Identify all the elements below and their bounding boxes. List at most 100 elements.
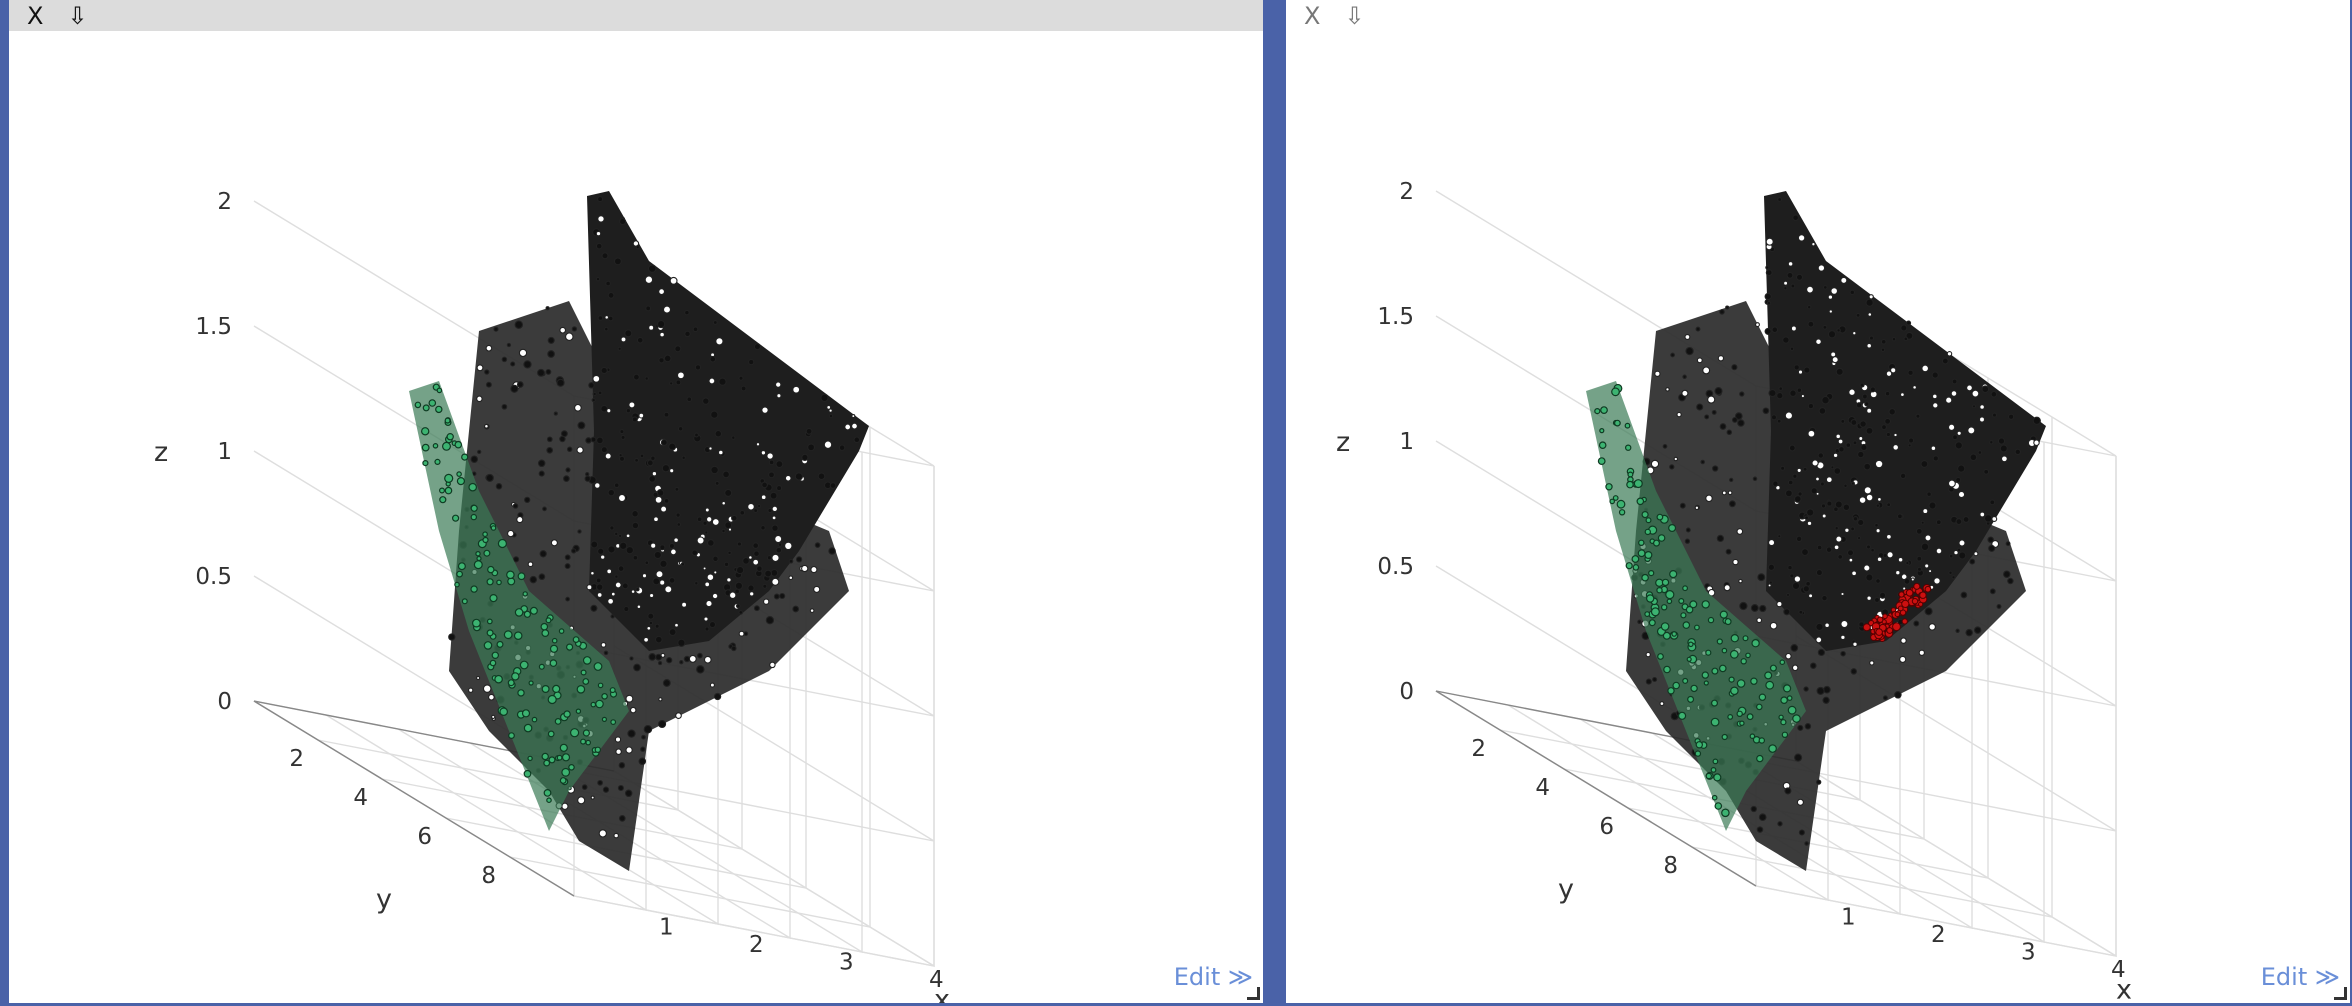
data-point xyxy=(454,440,463,449)
data-point xyxy=(513,631,523,641)
data-point xyxy=(1821,513,1827,519)
scatter3d-plot[interactable]: 0 0.5 1 1.5 2 2 4 6 8 1 2 3 4 z y x xyxy=(1286,31,2350,1003)
data-point xyxy=(1758,693,1767,701)
y-tick-label: 4 xyxy=(353,785,368,811)
data-point xyxy=(1795,535,1803,543)
data-point xyxy=(1779,659,1786,666)
data-point xyxy=(748,358,755,366)
data-point xyxy=(641,573,648,579)
data-point xyxy=(1758,737,1765,744)
data-point xyxy=(1790,325,1797,332)
data-point xyxy=(1768,389,1777,398)
data-point xyxy=(1900,637,1907,644)
data-point xyxy=(482,536,489,544)
data-point xyxy=(1638,539,1645,546)
data-point xyxy=(794,472,804,481)
data-point xyxy=(691,549,699,557)
data-point xyxy=(1650,459,1660,469)
data-point xyxy=(677,638,686,647)
close-button[interactable]: X xyxy=(1304,1,1321,30)
data-point xyxy=(444,473,454,483)
data-point xyxy=(585,437,592,444)
data-point xyxy=(643,636,650,643)
data-point xyxy=(1922,508,1929,515)
data-point xyxy=(565,332,574,341)
data-point xyxy=(658,719,667,729)
edit-link[interactable]: Edit ≫ xyxy=(1173,963,1253,991)
data-point xyxy=(1632,564,1640,571)
data-point xyxy=(1711,699,1719,707)
data-point xyxy=(1788,444,1796,452)
data-point xyxy=(561,753,571,762)
data-point xyxy=(1874,597,1880,603)
data-point xyxy=(1764,327,1772,335)
data-point xyxy=(694,364,702,371)
data-point xyxy=(1862,623,1871,632)
data-point xyxy=(1971,389,1980,398)
data-point xyxy=(1756,617,1763,624)
data-point xyxy=(1791,581,1801,591)
data-point xyxy=(1682,585,1689,592)
data-point xyxy=(599,554,606,560)
data-point xyxy=(696,516,703,523)
data-point xyxy=(723,561,730,568)
point-cloud-dark xyxy=(1626,191,2046,871)
download-icon[interactable]: ⇩ xyxy=(67,1,88,30)
data-point xyxy=(614,574,619,579)
data-point xyxy=(565,643,574,651)
data-point xyxy=(1918,601,1924,607)
close-button[interactable]: X xyxy=(27,1,44,30)
data-point xyxy=(613,482,620,489)
data-point xyxy=(1897,605,1904,612)
data-point xyxy=(1656,513,1664,521)
data-point xyxy=(669,468,675,474)
data-point xyxy=(1865,493,1874,502)
data-point xyxy=(663,354,672,363)
resize-grip[interactable] xyxy=(1247,987,1260,1000)
data-point xyxy=(617,346,622,351)
data-point xyxy=(1644,611,1651,617)
data-point xyxy=(1815,636,1823,644)
data-point xyxy=(485,344,493,352)
data-point xyxy=(1729,649,1739,659)
edit-link[interactable]: Edit ≫ xyxy=(2260,963,2340,991)
data-point xyxy=(1905,560,1910,566)
data-point xyxy=(1678,711,1687,720)
data-point xyxy=(1746,713,1754,721)
data-point xyxy=(559,326,567,334)
data-point xyxy=(1731,416,1738,423)
data-point xyxy=(775,546,783,554)
data-point xyxy=(1918,649,1925,656)
z-tick-label: 1 xyxy=(217,439,232,465)
data-point xyxy=(1727,714,1734,720)
data-point xyxy=(1931,393,1938,400)
data-point xyxy=(514,320,524,329)
data-point xyxy=(545,306,550,311)
data-point xyxy=(1850,481,1855,486)
data-point xyxy=(493,326,499,332)
data-point xyxy=(731,645,737,652)
gridline-y xyxy=(1755,456,2117,957)
data-point xyxy=(801,564,809,573)
data-point xyxy=(558,628,565,634)
data-point xyxy=(1662,631,1671,640)
resize-grip[interactable] xyxy=(2334,987,2347,1000)
data-point xyxy=(576,684,586,694)
download-icon[interactable]: ⇩ xyxy=(1344,1,1365,30)
point-cloud-green xyxy=(1586,381,1806,831)
data-point xyxy=(628,401,636,409)
data-point xyxy=(1848,388,1856,396)
data-point xyxy=(792,385,801,394)
data-point xyxy=(470,455,479,463)
data-point xyxy=(768,471,775,479)
data-point xyxy=(774,534,783,544)
scatter3d-plot[interactable]: 0 0.5 1 1.5 2 2 4 6 8 1 2 3 4 z y x xyxy=(9,31,1263,1003)
data-point xyxy=(1832,452,1839,459)
data-point xyxy=(731,514,738,522)
data-point xyxy=(452,514,460,522)
data-point xyxy=(1840,276,1848,284)
data-point xyxy=(1716,534,1725,543)
data-point xyxy=(531,716,538,723)
data-point xyxy=(582,656,592,665)
data-point xyxy=(607,488,616,497)
